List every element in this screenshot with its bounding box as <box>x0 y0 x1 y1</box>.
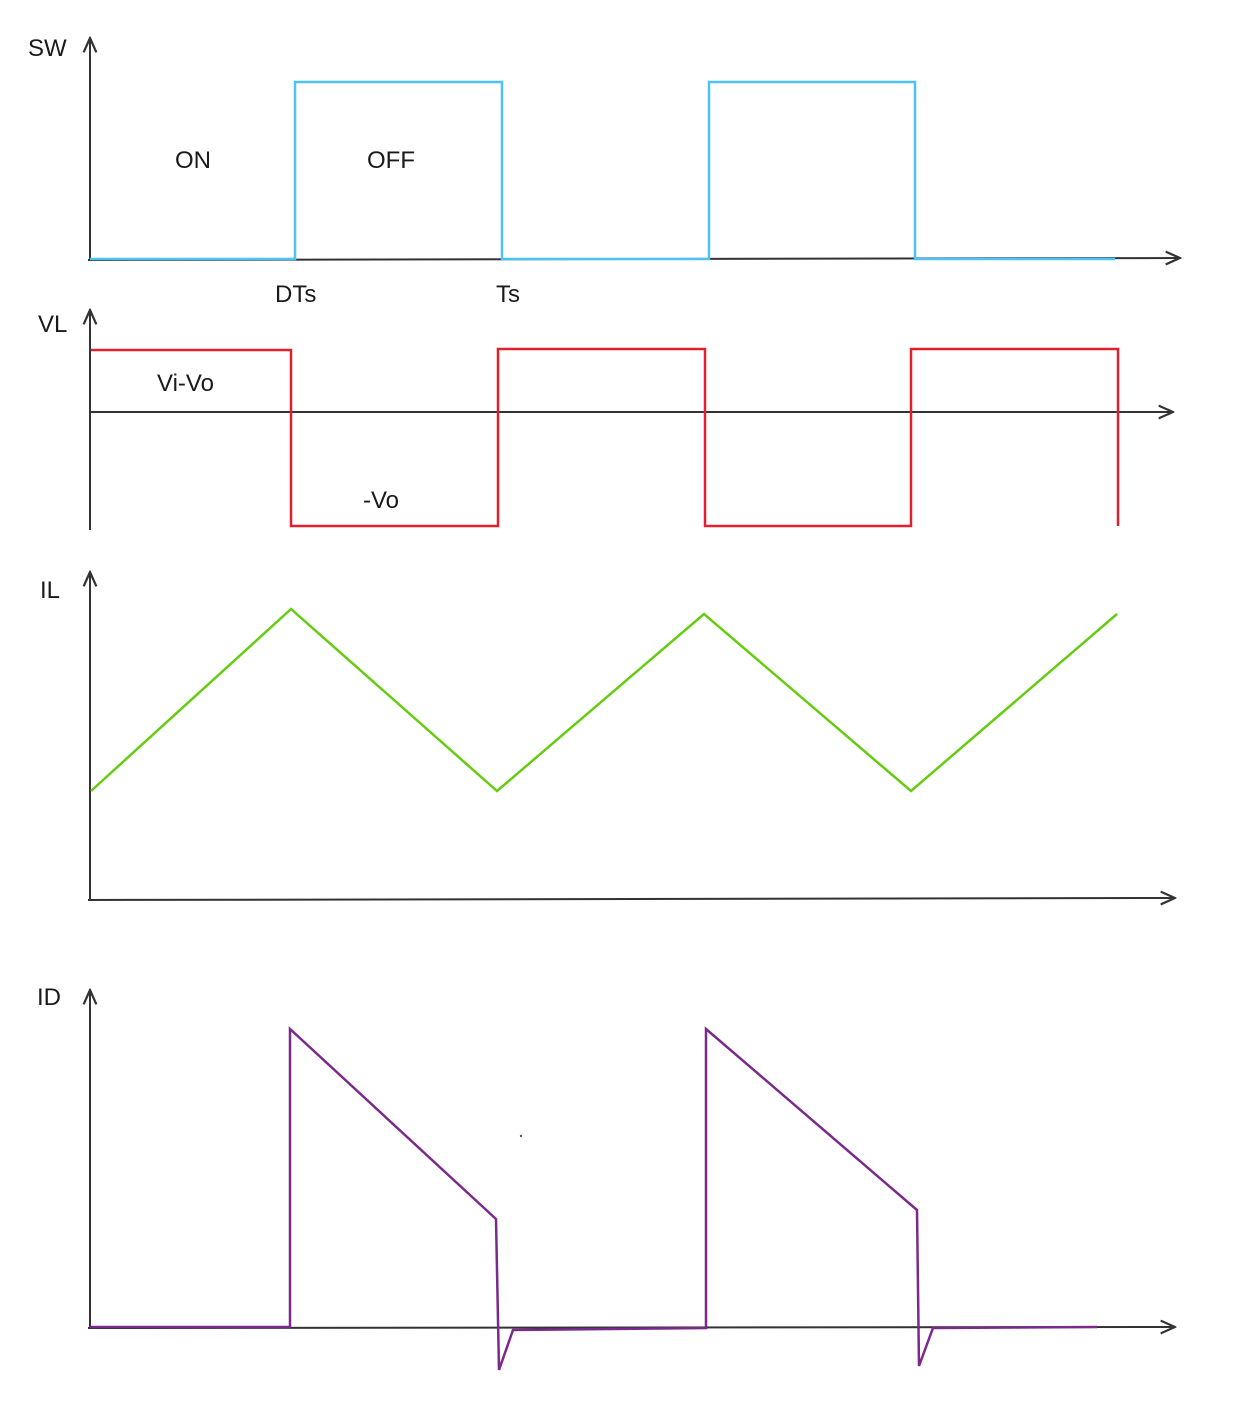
vl-panel: VL Vi-Vo -Vo <box>38 310 1173 530</box>
sw-panel: SW ON OFF DTs Ts <box>28 35 1180 308</box>
sw-tick-ts: Ts <box>496 281 520 308</box>
vl-low-label: -Vo <box>363 487 399 514</box>
vl-high-label: Vi-Vo <box>157 370 214 397</box>
sw-axis-label: SW <box>28 35 67 62</box>
id-panel: ID <box>37 984 1175 1371</box>
stray-dot <box>519 1134 523 1138</box>
sw-waveform <box>90 80 1115 261</box>
id-axis-label: ID <box>37 984 61 1011</box>
il-axis-label: IL <box>40 577 60 604</box>
il-waveform <box>90 607 1118 793</box>
vl-waveform <box>91 347 1120 528</box>
id-waveform <box>90 1026 1098 1371</box>
sw-tick-dts: DTs <box>275 281 316 308</box>
sw-off-label: OFF <box>367 147 415 174</box>
il-panel: IL <box>40 572 1175 900</box>
sw-on-label: ON <box>175 147 211 174</box>
vl-axis-label: VL <box>38 311 67 338</box>
il-x-axis <box>87 898 1175 900</box>
